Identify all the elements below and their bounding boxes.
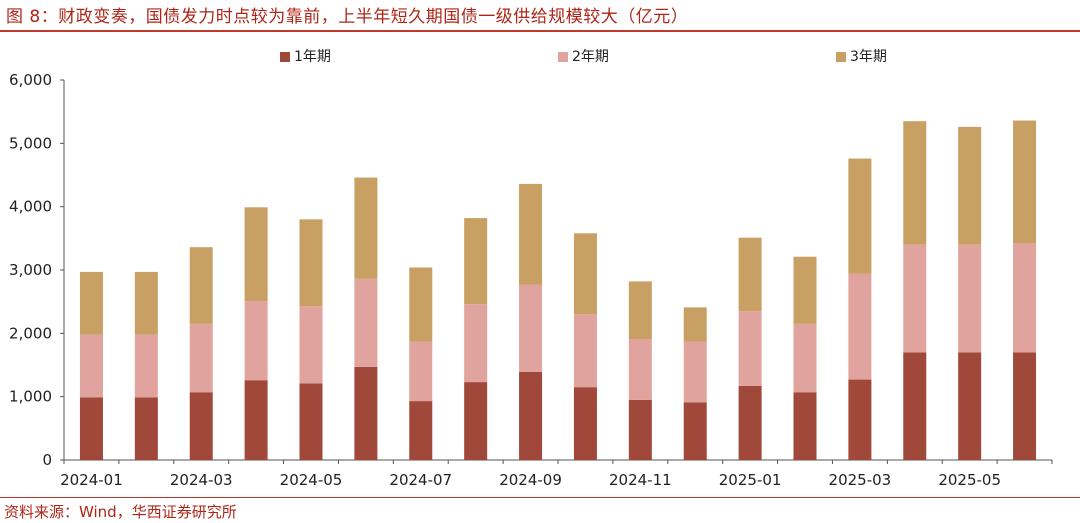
bar-2024-08-series2: [464, 304, 488, 383]
bar-2024-06-series2: [354, 278, 378, 367]
bar-2025-05-series2: [958, 244, 982, 353]
legend-label: 3年期: [850, 49, 887, 65]
bar-2025-06-series1: [1013, 352, 1037, 460]
legend-label: 1年期: [294, 49, 331, 65]
bar-2025-03-series3: [848, 158, 872, 274]
bar-2024-08-series3: [464, 218, 488, 305]
bar-2024-05-series3: [299, 219, 323, 307]
bar-2024-04-series3: [244, 207, 268, 302]
bar-2025-04-series2: [903, 244, 927, 353]
bar-2025-02-series2: [793, 323, 817, 393]
bar-2024-11-series1: [628, 399, 652, 460]
bar-2025-01-series1: [738, 385, 762, 460]
y-tick-label: 5,000: [9, 134, 52, 152]
x-tick-label: 2025-05: [938, 471, 1001, 489]
figure-title: 图 8：财政变奏，国债发力时点较为靠前，上半年短久期国债一级供给规模较大（亿元）: [6, 7, 689, 27]
bar-2025-06-series2: [1013, 243, 1037, 353]
bar-2024-10-series1: [573, 387, 597, 460]
bar-2025-05-series1: [958, 352, 982, 460]
y-tick-label: 2,000: [9, 324, 52, 342]
bar-2024-10-series3: [573, 233, 597, 315]
bar-2024-04-series2: [244, 301, 268, 381]
bar-2025-01-series2: [738, 311, 762, 386]
legend-item-1: 1年期: [280, 46, 331, 66]
bar-2025-03-series1: [848, 379, 872, 460]
bar-2024-02-series2: [134, 334, 158, 398]
bar-2024-08-series1: [464, 382, 488, 460]
bar-2024-04-series1: [244, 380, 268, 460]
bar-2025-01-series3: [738, 237, 762, 312]
bar-2024-03-series3: [189, 247, 213, 324]
bar-2024-03-series2: [189, 323, 213, 393]
bar-2024-03-series1: [189, 392, 213, 460]
bar-2024-05-series1: [299, 383, 323, 460]
bar-2024-07-series1: [409, 401, 433, 460]
bar-2024-12-series3: [683, 307, 707, 342]
bar-2024-10-series2: [573, 314, 597, 388]
bar-2025-02-series3: [793, 256, 817, 324]
bar-2025-04-series3: [903, 121, 927, 245]
x-tick-label: 2024-09: [499, 471, 562, 489]
x-tick-label: 2025-01: [719, 471, 782, 489]
bar-2024-09-series3: [519, 183, 543, 285]
bar-2024-07-series3: [409, 267, 433, 342]
bar-2024-12-series1: [683, 402, 707, 460]
source-rule: [0, 497, 1080, 498]
bar-2024-02-series1: [134, 397, 158, 460]
legend-swatch: [836, 52, 846, 62]
bar-2025-02-series1: [793, 392, 817, 460]
x-tick-label: 2025-03: [829, 471, 892, 489]
stacked-bar-chart: 0 1,000 2,000 3,000 4,000 5,000 6,000 2024-01 20…: [9, 71, 1053, 489]
x-tick-label: 2024-03: [170, 471, 233, 489]
y-tick-label: 0: [42, 451, 52, 469]
bar-2024-01-series3: [79, 271, 103, 335]
x-tick-label: 2024-07: [389, 471, 452, 489]
legend-swatch: [558, 52, 568, 62]
bar-2025-06-series3: [1013, 120, 1037, 244]
bar-2025-03-series2: [848, 273, 872, 380]
bar-2024-05-series2: [299, 306, 323, 384]
bar-2024-02-series3: [134, 271, 158, 335]
bar-2025-04-series1: [903, 352, 927, 460]
bar-2025-05-series3: [958, 126, 982, 245]
bar-2024-12-series2: [683, 341, 707, 403]
bar-2024-11-series3: [628, 281, 652, 340]
source-note: 资料来源：Wind，华西证券研究所: [4, 503, 237, 521]
legend-swatch: [280, 52, 290, 62]
y-tick-label: 4,000: [9, 198, 52, 216]
x-tick-label: 2024-01: [60, 471, 123, 489]
x-tick-label: 2024-05: [280, 471, 343, 489]
bar-2024-07-series2: [409, 341, 433, 402]
legend-label: 2年期: [572, 49, 609, 65]
bar-2024-11-series2: [628, 339, 652, 400]
bar-2024-01-series1: [79, 397, 103, 460]
bar-2024-09-series1: [519, 371, 543, 460]
x-tick-label: 2024-11: [609, 471, 672, 489]
y-tick-label: 3,000: [9, 261, 52, 279]
y-tick-label: 1,000: [9, 388, 52, 406]
bar-2024-01-series2: [79, 334, 103, 398]
bar-2024-09-series2: [519, 284, 543, 372]
bar-2024-06-series1: [354, 366, 378, 460]
bar-2024-06-series3: [354, 177, 378, 279]
y-tick-label: 6,000: [9, 71, 52, 89]
title-rule: [0, 30, 1080, 32]
legend-item-3: 3年期: [836, 46, 887, 66]
legend-item-2: 2年期: [558, 46, 609, 66]
